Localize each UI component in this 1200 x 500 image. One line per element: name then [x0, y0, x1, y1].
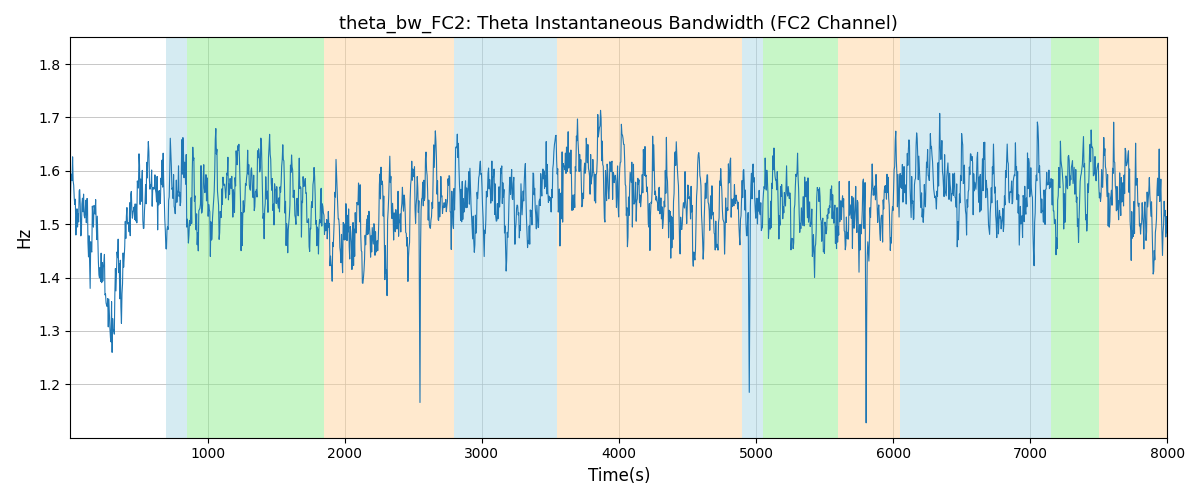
- Bar: [900, 38, 1051, 438]
- Bar: [324, 38, 455, 438]
- Bar: [187, 38, 324, 438]
- Bar: [557, 38, 743, 438]
- Bar: [455, 38, 557, 438]
- X-axis label: Time(s): Time(s): [588, 467, 650, 485]
- Title: theta_bw_FC2: Theta Instantaneous Bandwidth (FC2 Channel): theta_bw_FC2: Theta Instantaneous Bandwi…: [340, 15, 899, 34]
- Bar: [167, 38, 187, 438]
- Bar: [763, 38, 839, 438]
- Bar: [1099, 38, 1168, 438]
- Y-axis label: Hz: Hz: [14, 227, 32, 248]
- Bar: [743, 38, 763, 438]
- Bar: [839, 38, 900, 438]
- Bar: [1051, 38, 1099, 438]
